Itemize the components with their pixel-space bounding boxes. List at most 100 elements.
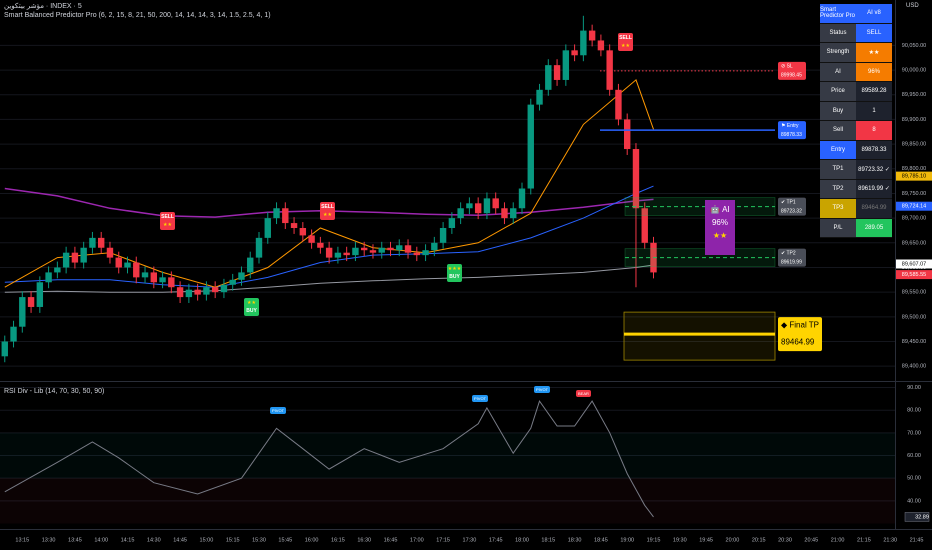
x-tick-label: 16:15 [331,537,345,543]
level-tag [778,248,806,267]
pivot-label: PIVOT [534,386,551,393]
candle-body [378,247,385,253]
level-value: 89464.99 [781,338,815,347]
panel-value: 89723.32 ✓ [856,160,892,179]
panel-key: Strength [820,43,856,62]
panel-key: P/L [820,218,856,237]
level-tag [778,121,806,140]
candle-body [159,277,166,283]
candle-body [211,287,219,293]
candle-body [334,252,342,258]
candle-body [229,279,236,285]
x-tick-label: 13:45 [68,537,82,543]
panel-value: 89619.99 ✓ [856,179,892,198]
candle-body [220,284,228,293]
x-tick-label: 15:00 [200,537,214,543]
x-tick-label: 15:15 [226,537,240,543]
candle-body [422,250,429,256]
x-tick-label: 21:00 [831,537,845,543]
sell-signal: SELL ★★ [160,212,175,230]
panel-row: Price 89589.28 [820,82,892,102]
x-tick-label: 21:45 [910,537,924,543]
x-tick-label: 20:15 [752,537,766,543]
ai-title: 🤖 AI [710,205,730,214]
candle-body [36,282,44,307]
panel-key: TP1 [820,160,856,179]
level-label: ✔ TP2 [781,250,796,256]
candle-body [194,289,201,295]
candle-body [264,218,271,238]
panel-row: P/L 289.05 [820,218,892,238]
signal-stars: ★★ [247,300,256,306]
y-tick-label: 89,900.00 [902,117,926,123]
panel-row: Entry 89878.33 [820,140,892,160]
candle-body [71,252,79,263]
y-tick-label: 89,700.00 [902,216,926,222]
x-tick-label: 16:00 [305,537,319,543]
overbought-zone [0,432,895,479]
candle-body [185,289,193,298]
candle-body [501,208,508,219]
candle-body [325,247,333,258]
ai-confidence: 96% [711,218,728,227]
signal-label: SELL [619,35,632,41]
x-tick-label: 15:30 [252,537,266,543]
price-tag-label: 89,585.55 [902,272,926,278]
panel-row: Strength ★★ [820,43,892,63]
level-value: 89723.32 [781,208,802,214]
x-tick-label: 17:00 [410,537,424,543]
panel-value: 89589.28 [856,82,892,101]
candle-body [369,250,377,253]
candle-body [413,252,420,256]
indicator-name: Smart Balanced Predictor Pro (6, 2, 15, … [4,12,271,19]
y-tick-label: 80.00 [907,408,921,414]
price-tag [896,201,932,211]
ma-line [4,187,654,218]
x-tick-label: 13:30 [42,537,56,543]
ma-line [4,264,654,293]
candle-body [492,198,499,209]
buy-signal: ★★ BUY [244,298,259,316]
x-tick-label: 19:45 [699,537,713,543]
panel-value: 289.05 [856,218,892,237]
price-tag [896,259,932,269]
y-tick-label: 90,000.00 [902,68,926,74]
candle-body [448,218,456,228]
level-value: 89619.99 [781,259,802,265]
level-tag [778,197,806,216]
candle-body [632,149,640,209]
x-tick-label: 17:15 [436,537,450,543]
rsi-line [4,399,654,518]
signal-label: SELL [321,204,334,210]
candle-body [299,228,307,236]
x-tick-label: 14:00 [94,537,108,543]
candle-body [176,287,184,298]
panel-header: Smart Predictor Pro AI v8 [820,4,892,24]
candle-body [527,104,534,189]
y-tick-label: 89,850.00 [902,142,926,148]
candle-body [255,237,263,258]
candle-body [10,326,17,342]
candle-body [606,50,613,90]
x-tick-label: 13:15 [15,537,29,543]
price-tag [896,171,932,181]
panel-row: Status SELL [820,23,892,43]
final-tp-zone [623,311,776,361]
signal-stars: ★★ [621,43,630,49]
candle-body [54,267,61,273]
price-tag [896,270,932,280]
rsi-last-tag [904,512,930,522]
pivot-label: PIVOT [472,395,489,402]
panel-value: 96% [856,62,892,81]
panel-key: TP3 [820,199,856,218]
panel-row: AI 96% [820,62,892,82]
level-label: ◆ Final TP [781,321,819,330]
panel-value: ★★ [856,43,892,62]
candle-body [27,297,35,307]
ai-stars: ★★ [712,231,728,240]
candle-body [150,272,157,283]
candle-body [510,208,517,219]
x-tick-label: 16:45 [384,537,398,543]
candle-body [641,208,648,243]
candle-body [396,245,403,251]
